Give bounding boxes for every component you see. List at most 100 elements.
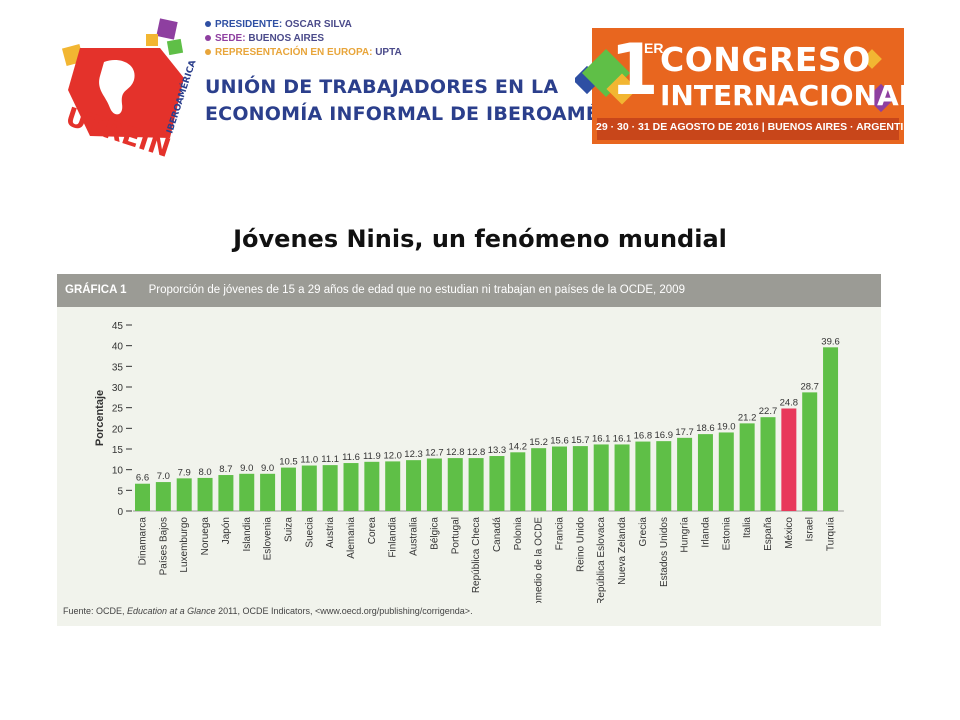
bar-value-label: 15.6 [550,436,569,447]
bar [489,456,505,511]
x-category-label: Estados Unidos [659,517,670,587]
bar-value-label: 12.7 [425,448,444,459]
bar [760,417,776,511]
x-category-label: Israel [805,517,816,541]
bar-value-label: 28.7 [800,381,819,392]
bar [385,461,401,511]
source-suffix: 2011, OCDE Indicators, <www.oecd.org/pub… [215,606,473,616]
europe-line: REPRESENTACIÓN EN EUROPA: UPTA [205,46,585,60]
chart-panel: GRÁFICA 1 Proporción de jóvenes de 15 a 2… [57,274,881,626]
seat-line: SEDE: BUENOS AIRES [205,32,585,46]
bar-value-label: 14.2 [509,441,528,452]
bar [802,392,818,511]
x-category-label: Francia [555,517,566,551]
bar [155,482,171,511]
y-tick-label: 25 [112,404,124,415]
bar-value-label: 11.9 [363,451,381,462]
organization-name-line2: ECONOMÍA INFORMAL DE IBEROAMÉRICA [205,103,651,125]
bar-value-label: 9.0 [240,463,253,474]
organization-name: UNIÓN DE TRABAJADORES EN LA ECONOMÍA INF… [205,74,651,128]
y-tick-label: 15 [112,445,124,456]
y-tick-label: 10 [112,466,124,477]
bar-value-label: 21.2 [738,412,757,423]
banner-title-line1: CONGRESO [660,40,871,79]
bar-value-label: 16.1 [613,433,632,444]
bullet-dot-icon [205,35,211,42]
bar-value-label: 7.0 [157,471,170,482]
bar-value-label: 22.7 [759,406,778,417]
bar-value-label: 24.8 [780,397,799,408]
bar-value-label: 11.0 [300,455,318,466]
y-tick-label: 45 [112,321,124,332]
seat-key: SEDE: [215,33,246,44]
bullet-dot-icon [205,21,211,28]
bar-value-label: 15.2 [529,437,548,448]
europe-value: UPTA [375,47,402,58]
bar [176,478,192,511]
bar [572,446,588,511]
bar-chart: Porcentaje 0 5 10 15 20 25 30 35 40 45 6.6 Dinamarca… [94,321,844,603]
x-category-label: Islandia [242,517,253,552]
bar-value-label: 10.5 [279,457,298,468]
banner-dates: 29 · 30 · 31 DE AGOSTO DE 2016 | BUENOS … [596,121,919,133]
bar [635,441,651,511]
bar [718,432,734,511]
y-axis-label: Porcentaje [94,390,106,446]
bar [656,441,672,511]
y-tick-label: 5 [117,486,123,497]
bar [364,461,380,511]
bar-value-label: 7.9 [178,467,191,478]
bar [614,444,630,511]
x-category-label: Finlandia [388,517,399,558]
bar-value-label: 18.6 [696,423,715,434]
banner-title-line2: INTERNACIONAL [660,79,917,112]
x-category-label: Canadá [492,517,503,552]
x-category-label: Promedio de la OCDE [534,517,545,603]
bar [697,434,713,511]
bar [510,452,526,511]
bar [260,473,276,511]
source-publication: Education at a Glance [127,606,216,616]
europe-key: REPRESENTACIÓN EN EUROPA: [215,47,373,58]
banner-superscript: ER [644,40,664,56]
slide-title: Jóvenes Ninis, un fenómeno mundial [233,225,727,253]
chart-number: GRÁFICA 1 [65,284,127,296]
x-category-label: Dinamarca [138,517,149,566]
banner-number: 1 [610,29,659,111]
bar-value-label: 12.3 [404,449,423,460]
bar-value-label: 15.7 [571,435,590,446]
bar [531,448,547,511]
bar [468,458,484,511]
bar-value-label: 8.0 [198,467,211,478]
bar-value-label: 6.6 [136,473,149,484]
utrein-logo: UTREIN IBEROAMÉRICA [60,18,200,164]
x-category-label: Estonia [721,517,732,551]
x-category-label: Japón [221,517,232,544]
bar-value-label: 17.7 [675,427,694,438]
bar [593,444,609,511]
bar [406,460,422,511]
x-category-label: Eslovenia [263,517,274,561]
x-category-label: Hungría [680,517,691,553]
president-key: PRESIDENTE: [215,19,283,30]
bar [552,446,567,511]
bar-value-label: 11.1 [321,454,339,465]
bar [197,477,213,511]
bar-value-label: 13.3 [488,445,507,456]
x-category-label: República Eslovaca [596,517,607,603]
y-tick-label: 0 [117,507,123,518]
y-tick-label: 20 [112,424,124,435]
x-category-label: República Checa [471,517,482,594]
x-category-label: Bélgica [429,517,440,550]
bar [823,347,839,511]
bar [322,465,338,511]
bar-value-label: 12.0 [383,450,402,461]
bar-value-label: 11.6 [342,452,360,463]
bar [426,458,442,511]
x-category-label: Polonia [513,517,524,551]
x-category-label: Turquía [826,517,837,552]
y-tick-label: 40 [112,342,124,353]
bar [739,423,755,511]
bar-value-label: 39.6 [821,336,840,347]
organization-name-line1: UNIÓN DE TRABAJADORES EN LA [205,76,559,98]
